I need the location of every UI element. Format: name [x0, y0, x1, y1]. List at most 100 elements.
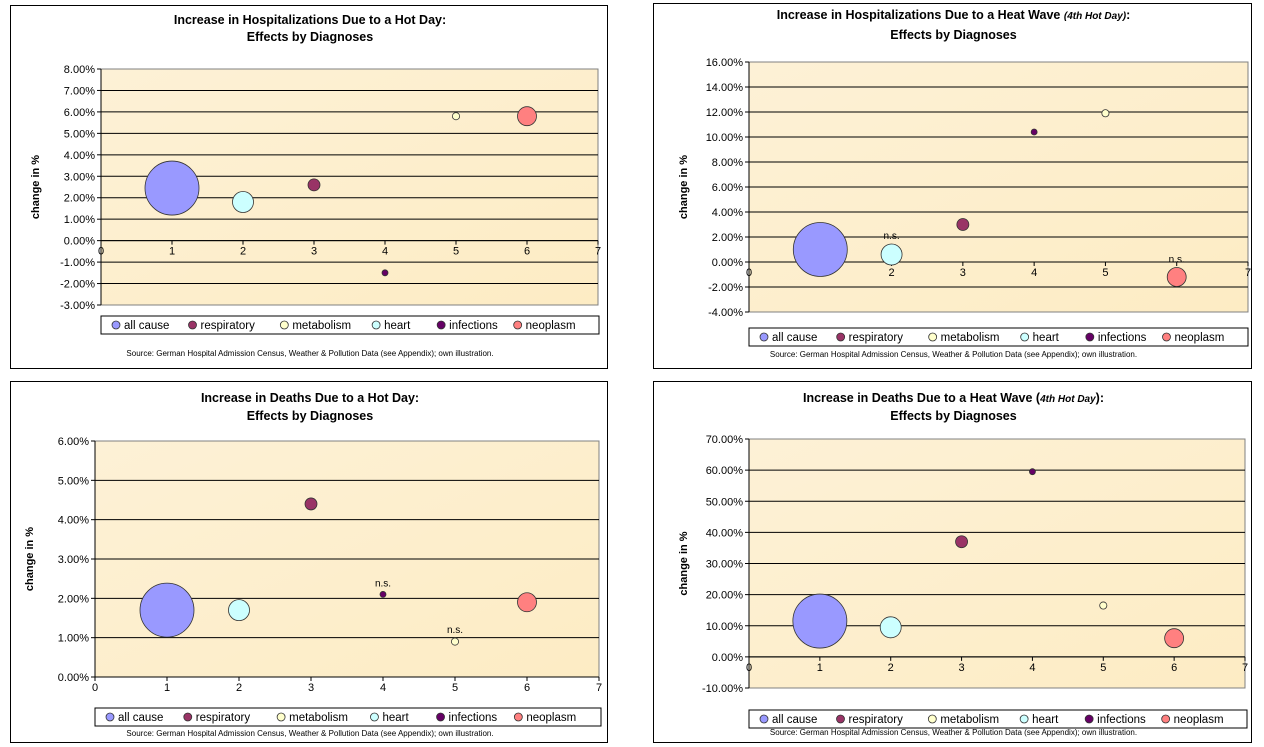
y-tick-label: 20.00% — [706, 590, 744, 602]
x-tick-label: 7 — [1242, 662, 1248, 674]
legend-label: infections — [449, 712, 498, 724]
legend-marker — [436, 712, 445, 722]
legend-label: neoplasm — [526, 712, 576, 724]
y-tick-label: 6.00% — [64, 107, 95, 119]
chart-title: Increase in Hospitalizations Due to a Ho… — [174, 13, 446, 27]
x-tick-label: 0 — [98, 246, 104, 258]
legend-label: heart — [384, 320, 411, 332]
legend-label: respiratory — [849, 714, 904, 726]
y-tick-label: 16.00% — [706, 57, 744, 69]
legend-label: infections — [1098, 332, 1147, 344]
legend-marker — [276, 712, 286, 722]
significance-note: n.s. — [447, 625, 463, 636]
y-tick-label: 14.00% — [706, 82, 744, 94]
chart-title: Increase in Deaths Due to a Hot Day: — [201, 391, 419, 405]
y-tick-label: 70.00% — [706, 434, 744, 446]
source-note: Source: German Hospital Admission Census… — [770, 728, 1137, 737]
y-tick-label: 1.00% — [58, 633, 89, 645]
bubble-respiratory — [956, 218, 970, 231]
legend-label: all cause — [772, 714, 817, 726]
legend-label: heart — [1032, 714, 1059, 726]
bubble-all-cause — [144, 160, 200, 216]
y-tick-label: 4.00% — [64, 150, 95, 162]
chart-subtitle: Effects by Diagnoses — [890, 409, 1016, 423]
legend-box — [94, 707, 602, 727]
y-tick-label: -3.00% — [60, 300, 95, 312]
y-tick-label: -10.00% — [702, 683, 743, 695]
bubble-neoplasm — [1166, 267, 1187, 287]
source-note: Source: German Hospital Admission Census… — [126, 349, 493, 358]
bubble-infections — [1030, 128, 1038, 136]
x-tick-label: 2 — [889, 267, 895, 279]
y-tick-label: 40.00% — [706, 527, 744, 539]
x-tick-label: 5 — [453, 246, 459, 258]
chart-title: Increase in Hospitalizations Due to a He… — [777, 8, 1131, 22]
legend-label: all cause — [772, 332, 817, 344]
chart-subtitle: Effects by Diagnoses — [247, 30, 373, 44]
source-note: Source: German Hospital Admission Census… — [126, 729, 493, 738]
legend-label: neoplasm — [1175, 332, 1225, 344]
x-tick-label: 2 — [888, 662, 894, 674]
legend-label: metabolism — [941, 332, 1000, 344]
legend-marker — [1162, 332, 1171, 342]
bubble-metabolism — [451, 112, 460, 121]
y-tick-label: 0.00% — [64, 236, 95, 248]
bubble-neoplasm — [517, 106, 537, 127]
legend-label: heart — [1033, 332, 1060, 344]
legend-marker — [1161, 714, 1171, 724]
bubble-neoplasm — [1164, 628, 1185, 649]
y-tick-label: 30.00% — [706, 559, 744, 571]
y-tick-label: -2.00% — [60, 279, 95, 291]
legend-label: neoplasm — [1174, 714, 1224, 726]
bubble-respiratory — [304, 497, 318, 511]
x-tick-label: 3 — [959, 662, 965, 674]
legend-marker — [279, 320, 289, 330]
y-tick-label: 0.00% — [712, 652, 743, 664]
legend-marker — [928, 332, 938, 342]
y-axis-label: change in % — [678, 155, 690, 219]
x-tick-label: 7 — [596, 682, 602, 694]
x-tick-label: 7 — [595, 246, 601, 258]
legend-marker — [370, 712, 379, 722]
y-tick-label: 2.00% — [712, 232, 743, 244]
x-tick-label: 3 — [960, 267, 966, 279]
legend-marker — [1085, 332, 1095, 342]
bubble-infections — [1029, 468, 1036, 476]
bubble-all-cause — [792, 222, 848, 277]
y-tick-label: 8.00% — [712, 157, 743, 169]
chart-hosp-heat-wave: Increase in Hospitalizations Due to a He… — [678, 8, 1251, 359]
x-tick-label: 6 — [1171, 662, 1177, 674]
y-tick-label: 3.00% — [58, 554, 89, 566]
y-tick-label: 60.00% — [706, 465, 744, 477]
chart-panel-hosp-heat-wave: Increase in Hospitalizations Due to a He… — [653, 3, 1252, 369]
significance-note: n.s. — [375, 578, 391, 589]
legend-marker — [759, 714, 769, 724]
legend-box — [748, 709, 1248, 729]
x-tick-label: 5 — [1100, 662, 1106, 674]
chart-panel-hosp-hot-day: Increase in Hospitalizations Due to a Ho… — [10, 5, 608, 369]
chart-panel-deaths-heat-wave: Increase in Deaths Due to a Heat Wave (4… — [653, 381, 1252, 743]
y-tick-label: 5.00% — [58, 475, 89, 487]
legend-marker — [836, 714, 845, 724]
y-tick-label: -1.00% — [60, 257, 95, 269]
y-tick-label: 0.00% — [58, 672, 89, 684]
x-tick-label: 3 — [311, 246, 317, 258]
legend-marker — [183, 712, 193, 722]
chart-title: Increase in Deaths Due to a Heat Wave (4… — [803, 391, 1104, 405]
y-axis-label: change in % — [678, 531, 690, 595]
legend-marker — [927, 714, 937, 724]
bubble-respiratory — [955, 535, 968, 549]
legend-box — [748, 327, 1249, 347]
source-note: Source: German Hospital Admission Census… — [770, 350, 1137, 359]
x-tick-label: 1 — [169, 246, 175, 258]
legend-marker — [111, 320, 121, 330]
legend-label: respiratory — [201, 320, 256, 332]
x-tick-label: 4 — [380, 682, 386, 694]
legend-marker — [371, 320, 381, 330]
chart-subtitle: Effects by Diagnoses — [247, 409, 373, 423]
legend-label: neoplasm — [526, 320, 576, 332]
x-tick-label: 0 — [92, 682, 98, 694]
y-tick-label: -4.00% — [708, 307, 743, 319]
chart-deaths-heat-wave: Increase in Deaths Due to a Heat Wave (4… — [678, 391, 1248, 737]
bubble-all-cause — [139, 582, 195, 638]
